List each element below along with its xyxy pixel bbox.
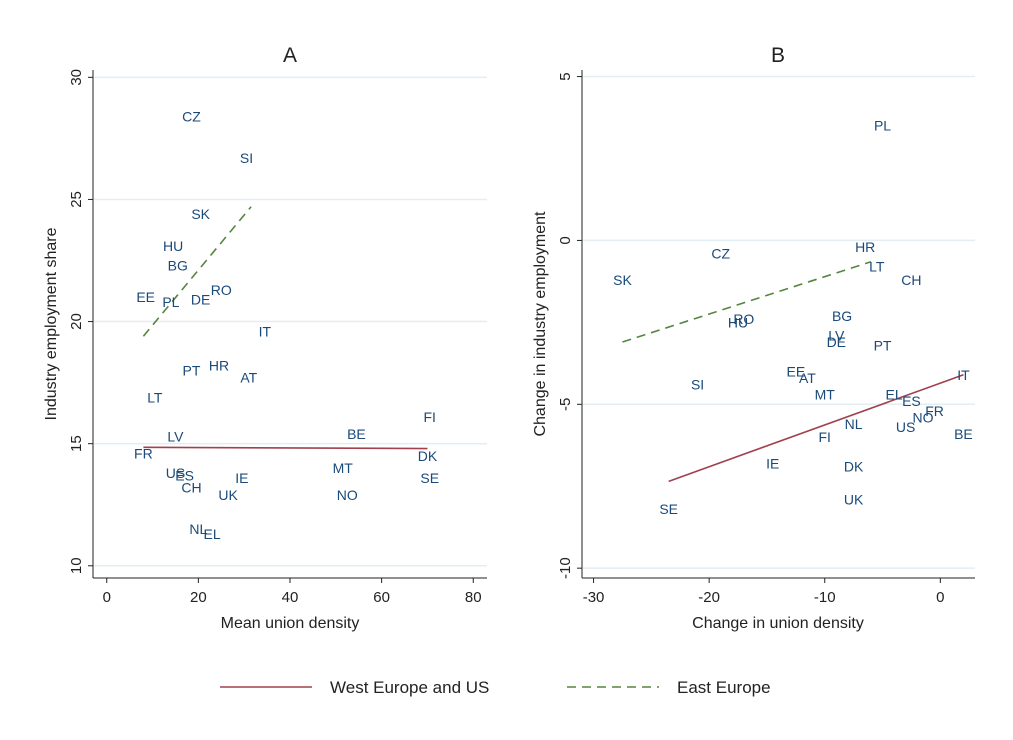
- point-label-b: LT: [869, 259, 885, 275]
- point-label-a: FR: [134, 445, 153, 461]
- point-label-a: AT: [240, 370, 257, 386]
- panel-title-a: A: [283, 44, 297, 67]
- x-tick-label-a: 80: [465, 589, 482, 606]
- point-label-b: EL: [886, 386, 903, 402]
- point-label-b: DE: [827, 334, 846, 350]
- x-tick-label-b: -10: [814, 589, 836, 606]
- panel-b: -10 -5 0 5 -30 -20 -10 0 B Change in union densit…: [532, 44, 975, 632]
- point-label-a: LV: [167, 428, 184, 444]
- point-label-b: NL: [845, 416, 863, 432]
- point-label-b: HR: [855, 239, 875, 255]
- point-label-b: IT: [957, 367, 970, 383]
- point-label-a: SK: [191, 206, 210, 222]
- point-label-a: BG: [168, 257, 188, 273]
- x-tick-label-b: -20: [698, 589, 720, 606]
- point-label-a: CH: [181, 480, 201, 496]
- point-label-a: NO: [337, 487, 358, 503]
- legend-label-west-europe: West Europe and US: [330, 678, 489, 697]
- x-tick-label-a: 40: [282, 589, 299, 606]
- point-label-b: CZ: [711, 246, 730, 262]
- point-label-a: HU: [163, 238, 183, 254]
- point-label-b: SE: [659, 501, 678, 517]
- y-axis-label-b: Change in industry employment: [532, 211, 549, 437]
- point-label-b: LV: [828, 327, 845, 343]
- point-label-b: IE: [766, 455, 779, 471]
- point-label-a: FI: [424, 409, 436, 425]
- y-tick-label-a: 30: [68, 69, 85, 86]
- point-label-b: NO: [912, 409, 933, 425]
- point-label-b: HU: [728, 314, 748, 330]
- point-label-a: US: [166, 465, 185, 481]
- point-label-b: US: [896, 419, 915, 435]
- point-label-b: FR: [925, 403, 944, 419]
- y-tick-label-b: 0: [557, 236, 574, 244]
- fit-line-east-europe-b: [622, 260, 872, 343]
- point-label-b: UK: [844, 491, 864, 507]
- y-tick-label-a: 20: [68, 313, 85, 330]
- point-label-a: DK: [418, 448, 438, 464]
- x-tick-label-b: -30: [583, 589, 605, 606]
- point-label-b: SK: [613, 272, 632, 288]
- panel-a: 10 15 20 25 30 0 20 40 60 80 A Mean union density In…: [43, 44, 487, 632]
- point-label-a: SE: [420, 470, 439, 486]
- point-label-a: EE: [136, 289, 155, 305]
- x-tick-label-b: 0: [936, 589, 944, 606]
- x-tick-label-a: 0: [103, 589, 111, 606]
- point-label-a: UK: [218, 487, 238, 503]
- point-label-b: RO: [733, 311, 754, 327]
- point-label-a: IE: [235, 470, 248, 486]
- point-label-a: EL: [204, 526, 221, 542]
- panel-title-b: B: [771, 44, 785, 67]
- y-tick-label-b: -10: [557, 557, 574, 579]
- point-label-b: FI: [819, 429, 831, 445]
- point-label-a: RO: [211, 282, 232, 298]
- point-label-a: ES: [175, 467, 194, 483]
- legend-label-east-europe: East Europe: [677, 678, 771, 697]
- point-label-b: PT: [874, 337, 892, 353]
- point-label-a: PT: [183, 362, 201, 378]
- fit-line-west-europe-b: [668, 374, 964, 483]
- point-label-a: NL: [189, 521, 207, 537]
- point-label-a: CZ: [182, 108, 201, 124]
- point-label-a: PL: [162, 294, 179, 310]
- point-label-a: BE: [347, 426, 366, 442]
- point-label-b: DK: [844, 459, 864, 475]
- point-label-b: PL: [874, 118, 891, 134]
- y-axis-label-a: Industry employment share: [43, 227, 60, 420]
- point-label-b: AT: [799, 370, 816, 386]
- x-axis-label-b: Change in union density: [692, 615, 864, 632]
- point-label-a: MT: [333, 460, 354, 476]
- fit-line-west-europe-a: [143, 446, 428, 450]
- y-tick-label-a: 25: [68, 191, 85, 208]
- y-tick-label-a: 15: [68, 435, 85, 452]
- x-tick-label-a: 20: [190, 589, 207, 606]
- point-label-a: LT: [147, 389, 163, 405]
- point-label-b: SI: [691, 377, 704, 393]
- point-label-b: ES: [902, 393, 921, 409]
- point-label-a: HR: [209, 358, 229, 374]
- fit-line-east-europe-a: [142, 206, 252, 337]
- point-label-b: CH: [901, 272, 921, 288]
- y-tick-label-b: 5: [557, 72, 574, 80]
- y-tick-label-a: 10: [68, 557, 85, 574]
- point-label-b: BG: [832, 308, 852, 324]
- x-axis-label-a: Mean union density: [221, 615, 360, 632]
- point-label-a: SI: [240, 150, 253, 166]
- y-tick-label-b: -5: [557, 398, 574, 411]
- point-label-a: IT: [259, 323, 272, 339]
- legend: West Europe and US East Europe: [220, 678, 771, 697]
- point-label-a: DE: [191, 292, 210, 308]
- point-label-b: EE: [786, 364, 805, 380]
- x-tick-label-a: 60: [373, 589, 390, 606]
- point-label-b: MT: [815, 386, 836, 402]
- point-label-b: BE: [954, 426, 973, 442]
